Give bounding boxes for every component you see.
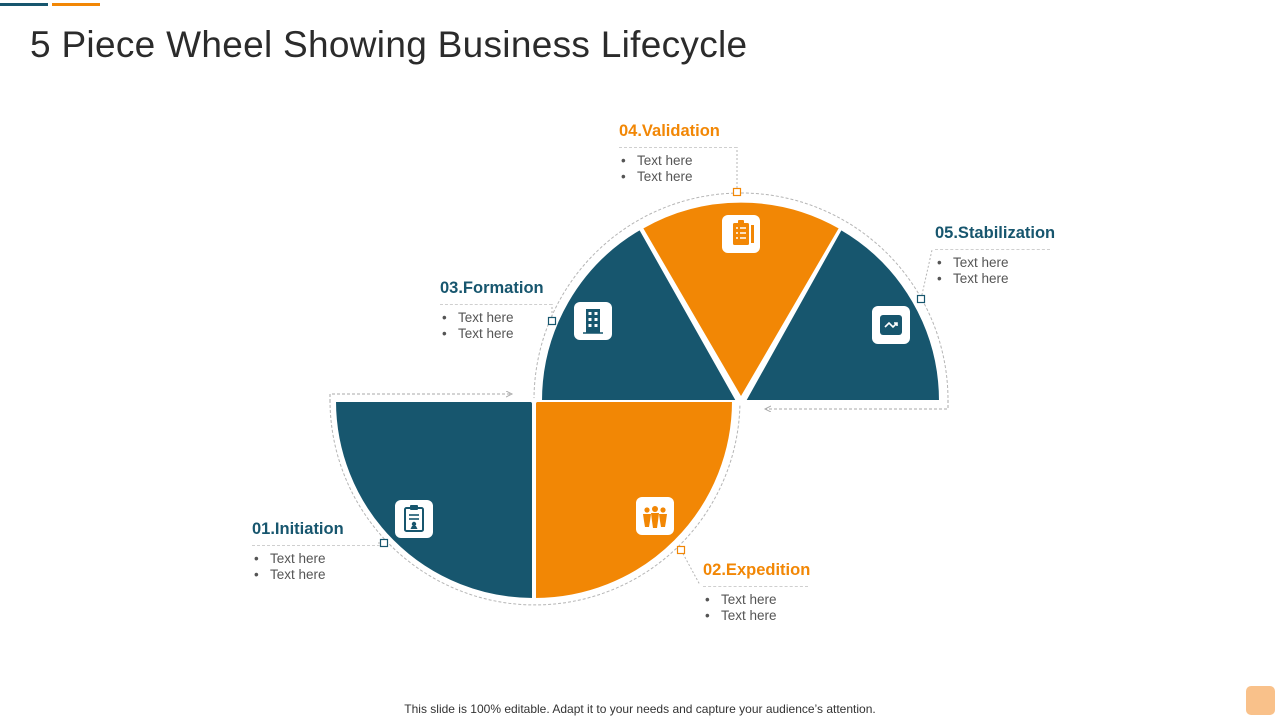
footer-note: This slide is 100% editable. Adapt it to… xyxy=(404,702,876,716)
wedge-validation xyxy=(640,200,842,400)
stage-label-initiation: 01.Initiation Text here Text here xyxy=(252,520,380,583)
wedge-formation xyxy=(539,227,739,402)
bullet-item: Text here xyxy=(252,551,380,567)
leader-line-expedition xyxy=(680,549,701,586)
stage-label-formation: 03.Formation Text here Text here xyxy=(440,279,552,342)
trend-icon xyxy=(872,306,910,344)
bullet-item: Text here xyxy=(440,326,552,342)
stage-bullets-stabilization: Text here Text here xyxy=(935,255,1050,287)
stage-bullets-formation: Text here Text here xyxy=(440,310,552,342)
corner-badge xyxy=(1246,686,1275,715)
lower-wheel-dashed-ring xyxy=(329,399,741,606)
stage-bullets-initiation: Text here Text here xyxy=(252,551,380,583)
bullet-item: Text here xyxy=(935,255,1050,271)
stage-heading-formation: 03.Formation xyxy=(440,279,552,305)
wedge-initiation xyxy=(333,400,534,601)
stage-label-expedition: 02.Expedition Text here Text here xyxy=(703,561,810,624)
wedge-expedition xyxy=(534,400,735,601)
anchor-expedition xyxy=(676,545,686,555)
stage-heading-initiation: 01.Initiation xyxy=(252,520,380,546)
bullet-item: Text here xyxy=(619,169,737,185)
checklist-icon xyxy=(722,215,760,253)
upper-wheel-center-dot xyxy=(737,396,745,404)
stage-heading-validation: 04.Validation xyxy=(619,122,737,148)
anchor-initiation xyxy=(379,538,389,548)
stage-label-stabilization: 05.Stabilization Text here Text here xyxy=(935,224,1055,287)
stage-label-validation: 04.Validation Text here Text here xyxy=(619,122,737,185)
team-icon xyxy=(636,497,674,535)
flow-arrow-return xyxy=(765,400,949,409)
wedge-stabilization xyxy=(743,227,942,402)
stage-heading-expedition: 02.Expedition xyxy=(703,561,810,587)
bullet-item: Text here xyxy=(440,310,552,326)
anchor-stabilization xyxy=(916,294,926,304)
title-accent-line-orange xyxy=(52,3,100,6)
bullet-item: Text here xyxy=(619,153,737,169)
bullet-item: Text here xyxy=(703,608,808,624)
building-icon xyxy=(574,302,612,340)
page-title: 5 Piece Wheel Showing Business Lifecycle xyxy=(30,24,748,65)
lower-wheel-center-dot xyxy=(531,398,537,404)
stage-bullets-expedition: Text here Text here xyxy=(703,592,808,624)
bullet-item: Text here xyxy=(703,592,808,608)
stage-bullets-validation: Text here Text here xyxy=(619,153,737,185)
leader-line-stabilization xyxy=(920,249,933,300)
title-accent-line-teal xyxy=(0,3,48,6)
clipboard-user-icon xyxy=(395,500,433,538)
anchor-validation xyxy=(732,187,742,197)
stage-heading-stabilization: 05.Stabilization xyxy=(935,224,1055,250)
flow-arrow-to-upper-wheel xyxy=(329,394,512,402)
bullet-item: Text here xyxy=(935,271,1050,287)
bullet-item: Text here xyxy=(252,567,380,583)
